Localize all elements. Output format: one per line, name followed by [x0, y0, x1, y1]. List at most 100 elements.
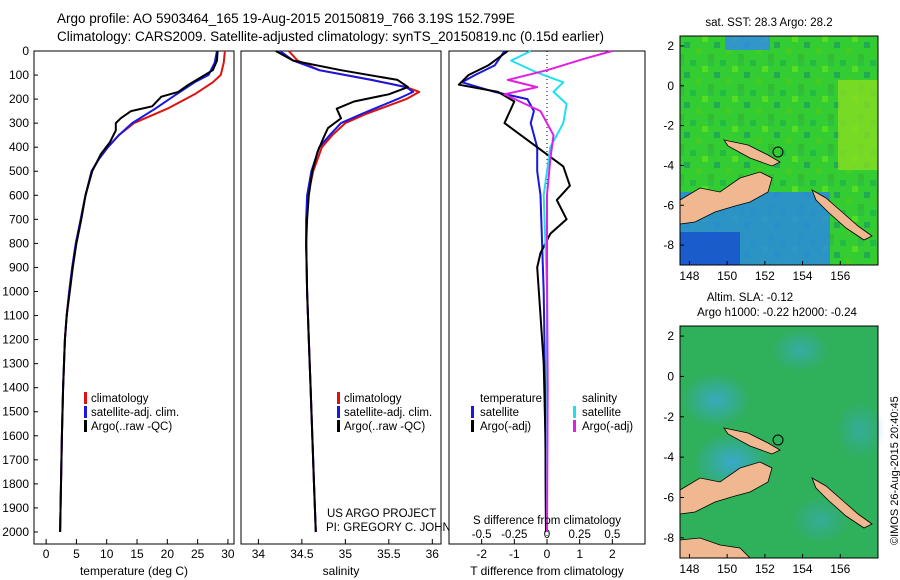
land-new-guinea: [679, 171, 773, 225]
legend-heading-salinity: salinity: [582, 393, 617, 405]
map-x-tick-label: 154: [793, 269, 813, 283]
legend-label-climatology: climatology: [91, 393, 149, 405]
depth-tick-label: 900: [9, 260, 29, 274]
credit-pi: PI: GREGORY C. JOHNSON: [326, 522, 476, 534]
difference-legend: temperature satellite Argo(-adj) salinit…: [471, 393, 633, 433]
s-diff-tick-label: 0.25: [568, 529, 590, 541]
temperature-xlabel: temperature (deg C): [80, 564, 188, 578]
sla-map-title: Altim. SLA: -0.12: [707, 292, 793, 304]
depth-tick-label: 1100: [3, 309, 29, 323]
sst-blue-patch-north: [725, 36, 770, 50]
sla-blob-3: [770, 328, 830, 372]
salinity-plot-frame: [240, 50, 442, 545]
legend-swatch-s-satellite: [573, 406, 576, 418]
x-tick-label: -2: [476, 547, 487, 561]
sst-blue-patch-west: [680, 232, 740, 265]
s-diff-tick-label: -0.25: [501, 529, 527, 541]
map-y-tick-label: -6: [663, 490, 674, 504]
x-tick-label: 0: [544, 547, 551, 561]
salinity-xlabel: salinity: [323, 564, 360, 578]
depth-tick-label: 1500: [2, 405, 29, 419]
map-x-tick-label: 152: [755, 269, 775, 283]
legend-label-climatology: climatology: [344, 393, 402, 405]
sst-map-frame: [679, 35, 879, 266]
map-y-tick-label: -4: [663, 158, 674, 172]
map-x-tick-label: 152: [755, 562, 775, 576]
legend-label-satellite: satellite-adj. clim.: [344, 407, 432, 419]
x-tick-label: 1: [576, 547, 583, 561]
sla-map-frame: [679, 325, 879, 559]
sla-blob-5: [835, 400, 885, 460]
difference-x-ticks: -2 -1 0 1 2 -0.5 -0.25 0 0.25 0.5: [472, 529, 621, 561]
series-line-argo-raw-qc-: [275, 50, 409, 533]
legend-heading-temperature: temperature: [480, 393, 542, 405]
land-solomons: [811, 189, 873, 241]
legend-label-t-argo: Argo(-adj): [480, 421, 531, 433]
s-diff-tick-label: 0.5: [604, 529, 620, 541]
x-tick-label: 30: [221, 547, 235, 561]
land-new-britain: [723, 139, 781, 167]
depth-tick-label: 800: [9, 236, 29, 250]
x-tick-label: 25: [191, 547, 205, 561]
land-new-britain: [723, 427, 781, 455]
legend-label-s-satellite: satellite: [582, 407, 621, 419]
x-tick-label: -1: [509, 547, 520, 561]
sst-map-title: sat. SST: 28.3 Argo: 28.2: [705, 17, 832, 29]
credit-project: US ARGO PROJECT: [327, 508, 436, 520]
map-y-tick-label: -6: [663, 198, 674, 212]
depth-tick-label: 1300: [2, 357, 29, 371]
depth-tick-label: 600: [9, 188, 29, 202]
map-x-tick-label: 156: [830, 269, 850, 283]
map-x-tick-label: 148: [679, 269, 699, 283]
map-y-tick-label: 0: [667, 369, 674, 383]
x-tick-label: 34.5: [290, 547, 314, 561]
salinity-legend: climatology satellite-adj. clim. Argo(..…: [337, 392, 432, 433]
legend-swatch-s-argo: [573, 420, 576, 432]
sla-blob-4: [790, 496, 850, 544]
map-y-tick-label: -8: [663, 531, 674, 545]
map-x-tick-label: 156: [830, 562, 850, 576]
x-tick-label: 15: [130, 547, 144, 561]
temperature-series: [59, 50, 226, 533]
t-diff-xlabel: T difference from climatology: [470, 564, 624, 578]
series-line-argo-raw-qc-: [59, 50, 219, 533]
temperature-plot-frame: [33, 50, 235, 545]
title-line-1: Argo profile: AO 5903464_165 19-Aug-2015…: [57, 11, 515, 26]
depth-axis: 0 100 200 300 400 500 600 700 800 900 1000 1100 1200…: [2, 44, 453, 539]
map-x-tick-label: 150: [717, 269, 737, 283]
legend-label-argo: Argo(..raw -QC): [91, 421, 172, 433]
depth-tick-label: 1800: [2, 477, 29, 491]
sst-map-ticks: 148 150 152 154 156 -8 -6 -4 -2 0 2: [663, 39, 850, 283]
depth-tick-label: 400: [9, 140, 29, 154]
difference-series: [457, 50, 613, 533]
legend-swatch-t-satellite: [471, 406, 474, 418]
legend-swatch-climatology: [84, 392, 87, 404]
depth-tick-label: 300: [9, 116, 29, 130]
salinity-panel: 34 34.5 35 35.5 36 salinity climatology sate…: [240, 50, 476, 578]
salinity-x-ticks: 34 34.5 35 35.5 36: [252, 539, 439, 561]
series-line-salinity-argo-adj-: [503, 50, 613, 533]
temperature-legend: climatology satellite-adj. clim. Argo(..…: [84, 392, 179, 433]
sst-yellow-patch: [838, 80, 878, 170]
map-y-tick-label: 2: [667, 39, 674, 53]
s-diff-xlabel: S difference from climatology: [473, 515, 621, 527]
legend-label-s-argo: Argo(-adj): [582, 421, 633, 433]
sla-map-ticks: 148 150 152 154 156 -8 -6 -4 -2 0 2: [663, 329, 850, 576]
temperature-x-ticks: 0 5 10 15 20 25 30: [43, 539, 235, 561]
legend-swatch-argo: [337, 420, 340, 432]
sst-map: sat. SST: 28.3 Argo: 28.2 148 150 152 154 15…: [663, 17, 879, 283]
depth-tick-label: 0: [22, 44, 29, 58]
legend-label-satellite: satellite-adj. clim.: [91, 407, 179, 419]
s-diff-tick-label: -0.5: [472, 529, 492, 541]
legend-label-t-satellite: satellite: [480, 407, 519, 419]
depth-tick-label: 1200: [2, 333, 29, 347]
depth-tick-label: 700: [9, 212, 29, 226]
salinity-series: [275, 50, 421, 533]
depth-tick-label: 1400: [2, 381, 29, 395]
legend-swatch-t-argo: [471, 420, 474, 432]
legend-swatch-argo: [84, 420, 87, 432]
legend-swatch-satellite: [84, 406, 87, 418]
x-tick-label: 35: [339, 547, 353, 561]
legend-swatch-climatology: [337, 392, 340, 404]
